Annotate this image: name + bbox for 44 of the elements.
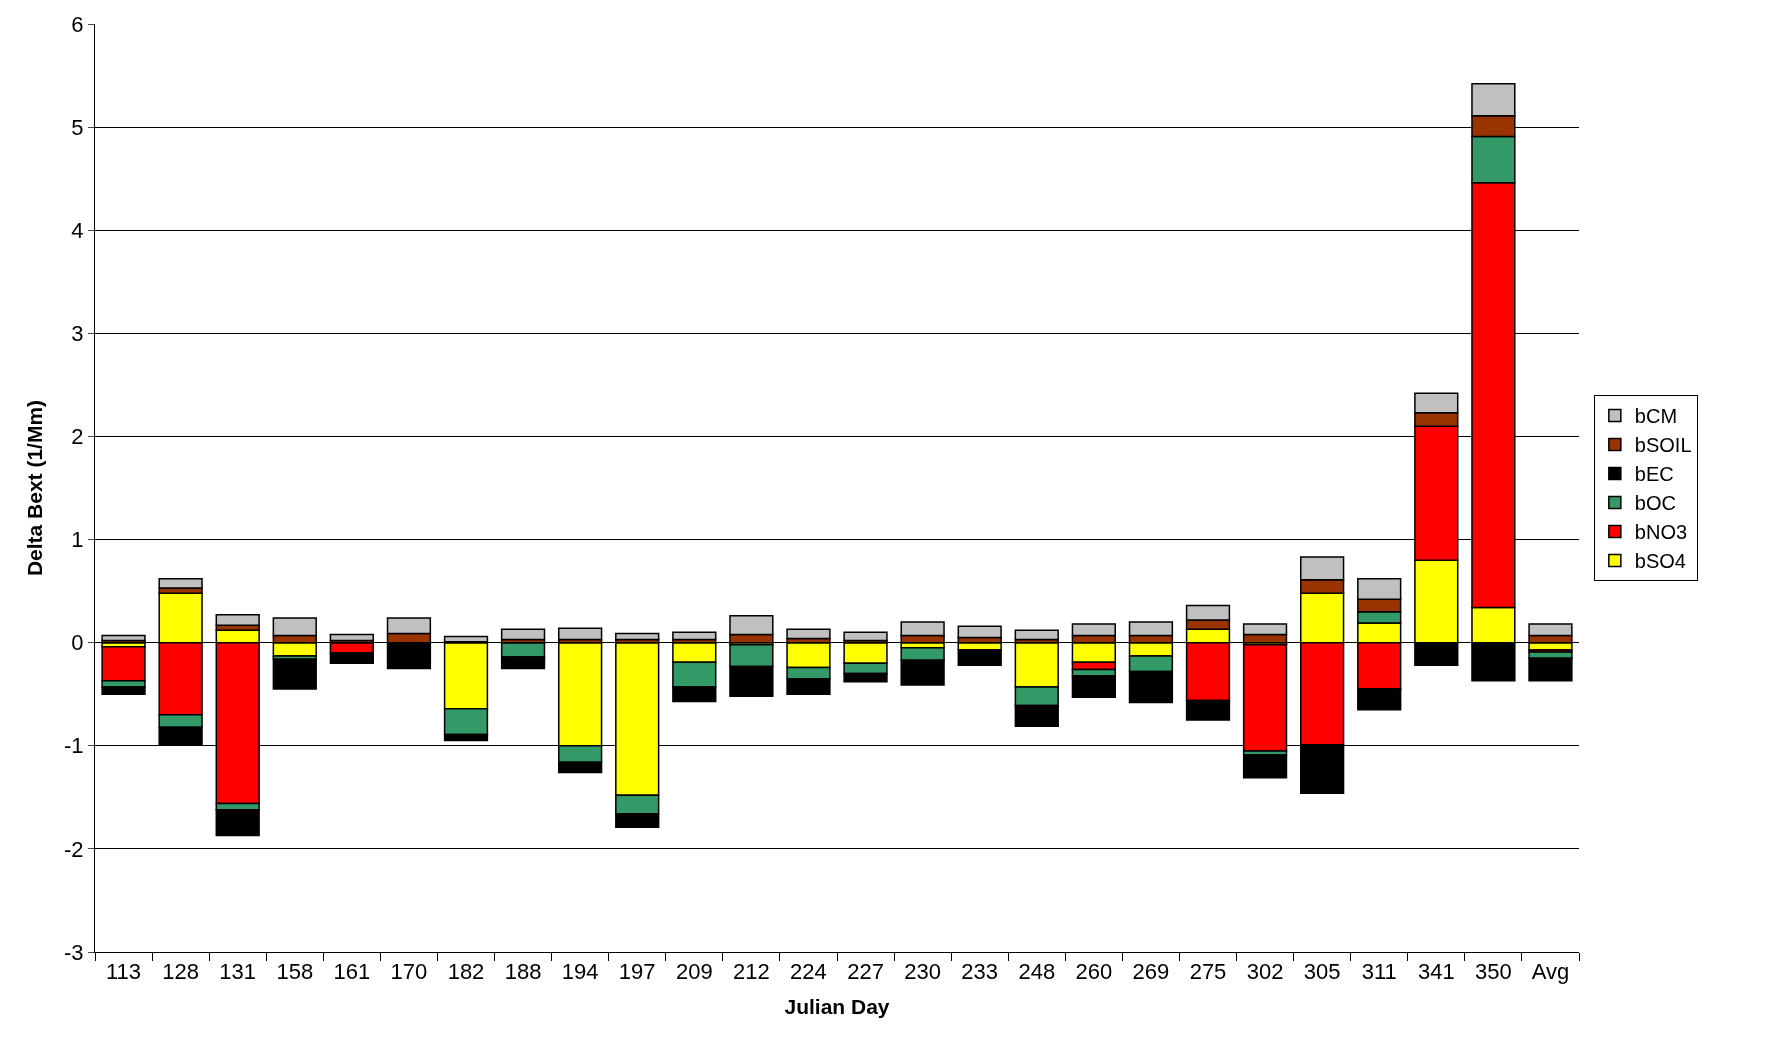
y-tick-label: 1: [71, 527, 84, 553]
x-tick-label: 188: [504, 959, 542, 985]
x-tick-label: 269: [1132, 959, 1170, 985]
x-tick-label: 305: [1303, 959, 1341, 985]
x-tick-label: 275: [1189, 959, 1227, 985]
x-tick-label: 233: [961, 959, 999, 985]
x-tick-label: 158: [276, 959, 314, 985]
x-tick-label: 227: [847, 959, 884, 985]
y-tick-label: 4: [71, 217, 84, 243]
y-tick-label: -3: [64, 939, 84, 965]
y-tick-label: -2: [64, 836, 84, 862]
x-tick-label: 260: [1075, 959, 1113, 985]
y-tick-label: 0: [71, 630, 84, 656]
x-tick-label: 224: [790, 959, 827, 985]
y-axis-title: Delta Bext (1/Mm): [23, 399, 47, 577]
x-tick-label: 341: [1417, 959, 1455, 985]
x-tick-label: Avg: [1531, 959, 1570, 985]
x-tick-label: 350: [1475, 959, 1512, 985]
x-tick-label: 128: [162, 959, 199, 985]
x-tick-label: 194: [561, 959, 599, 985]
legend-label: bCM: [1634, 405, 1678, 428]
x-tick-label: 311: [1361, 959, 1397, 985]
x-tick-label: 212: [733, 959, 770, 985]
x-tick-label: 248: [1018, 959, 1056, 985]
legend-label: bSOIL: [1634, 434, 1692, 457]
x-tick-label: 302: [1246, 959, 1284, 985]
x-tick-label: 170: [390, 959, 428, 985]
legend-label: bNO3: [1634, 521, 1688, 544]
x-tick-label: 131: [219, 959, 257, 985]
y-tick-label: 5: [71, 114, 84, 140]
x-tick-label: 161: [333, 959, 371, 985]
legend-label: bOC: [1634, 492, 1676, 515]
legend-label: bSO4: [1634, 550, 1686, 573]
y-tick-label: -1: [64, 733, 84, 759]
y-tick-label: 3: [71, 321, 84, 347]
x-tick-label: 182: [447, 959, 485, 985]
x-tick-label: 209: [675, 959, 713, 985]
x-axis-title: Julian Day: [784, 994, 890, 1018]
legend-label: bEC: [1634, 463, 1674, 486]
x-tick-label: 197: [618, 959, 656, 985]
y-tick-label: 2: [71, 424, 84, 450]
x-tick-label: 113: [106, 959, 142, 985]
x-tick-label: 230: [904, 959, 941, 985]
y-tick-label: 6: [71, 11, 84, 37]
